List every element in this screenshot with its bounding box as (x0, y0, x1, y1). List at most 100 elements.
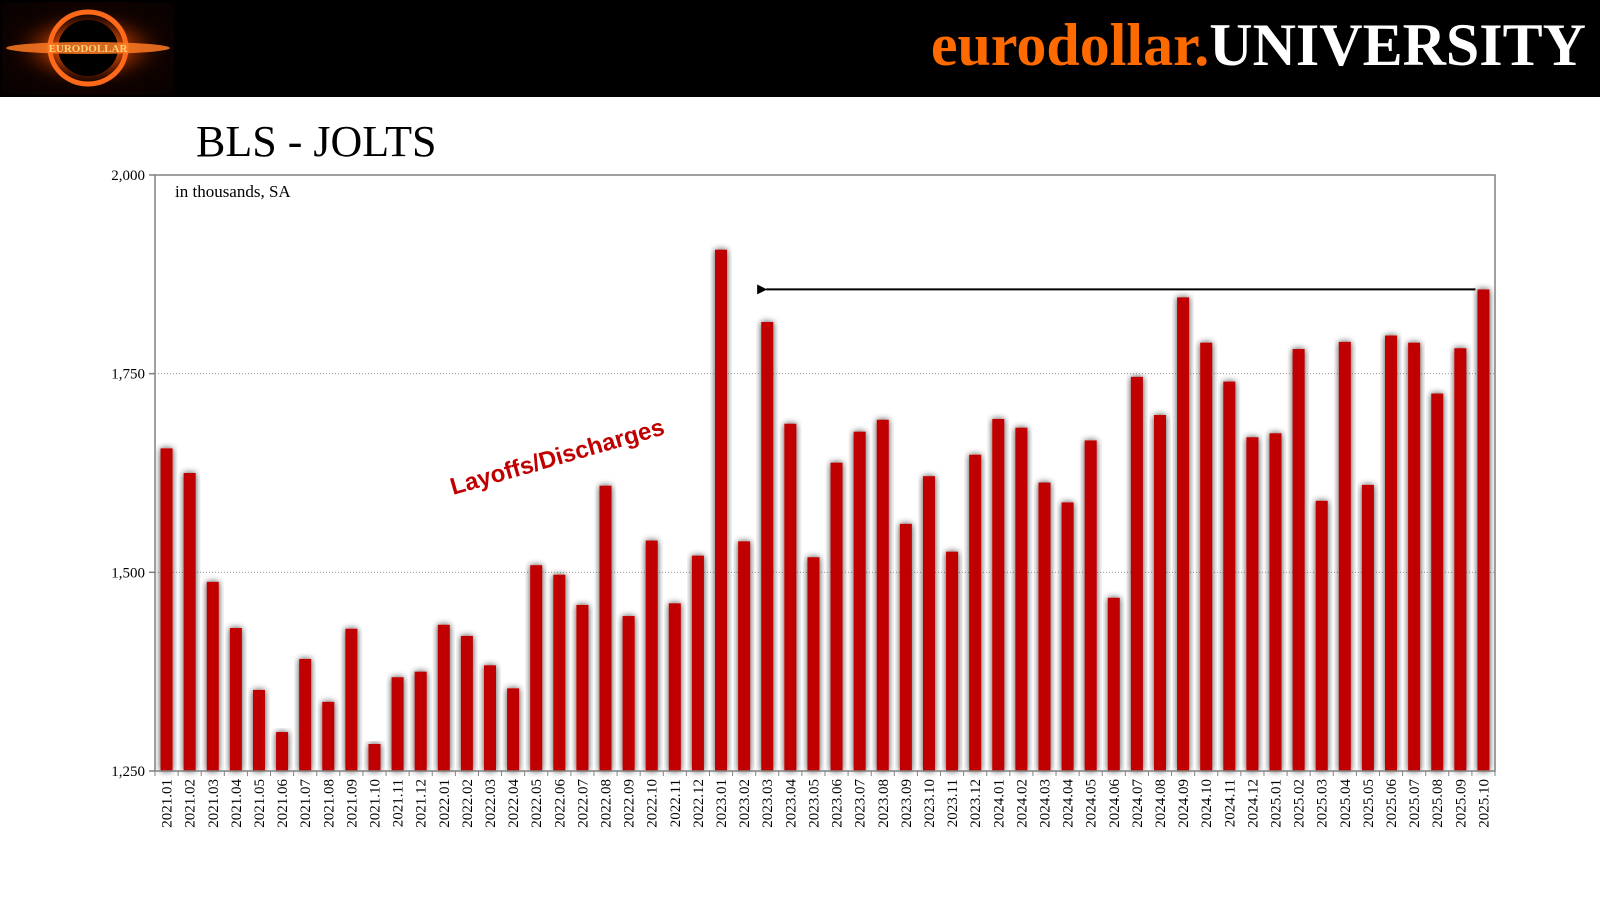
bar (414, 671, 427, 771)
x-tick-label: 2022.12 (691, 779, 707, 828)
brand-part-university: UNIVERSITY (1209, 12, 1586, 78)
x-tick-label: 2023.10 (922, 779, 938, 828)
bar (969, 454, 982, 771)
x-tick-label: 2021.07 (298, 779, 314, 828)
bar (992, 418, 1005, 771)
series-label: Layoffs/Discharges (447, 414, 667, 501)
x-tick-label: 2023.02 (737, 779, 753, 828)
x-tick-label: 2025.10 (1476, 779, 1492, 828)
bar (807, 557, 820, 771)
x-tick-label: 2021.12 (414, 779, 430, 828)
x-tick-label: 2024.03 (1037, 779, 1053, 828)
bar (1454, 348, 1467, 771)
x-tick-label: 2022.10 (645, 779, 661, 828)
x-tick-label: 2024.08 (1153, 779, 1169, 828)
x-tick-label: 2023.08 (876, 779, 892, 828)
bar (206, 581, 219, 771)
y-tick-label: 2,000 (111, 168, 145, 184)
x-tick-label: 2023.01 (714, 779, 730, 828)
bar (876, 419, 889, 771)
x-tick-label: 2022.05 (529, 779, 545, 828)
bar (1107, 597, 1120, 771)
x-tick-label: 2025.05 (1361, 779, 1377, 828)
x-tick-label: 2022.01 (437, 779, 453, 828)
x-tick-label: 2022.11 (668, 779, 684, 827)
x-tick-label: 2022.04 (506, 779, 522, 828)
bar (691, 555, 704, 771)
bar (229, 627, 242, 771)
x-tick-label: 2023.04 (783, 779, 799, 828)
x-tick-label: 2025.01 (1269, 779, 1285, 828)
bar (738, 541, 751, 771)
bar (1269, 433, 1282, 771)
bar (1200, 342, 1213, 771)
bar (507, 688, 520, 771)
bar (1061, 502, 1074, 771)
x-tick-label: 2022.02 (460, 779, 476, 828)
bar (946, 551, 959, 771)
bar (1246, 437, 1259, 771)
x-tick-label: 2023.03 (760, 779, 776, 828)
bar (1338, 341, 1351, 771)
bar (1315, 500, 1328, 771)
bar (668, 603, 681, 771)
x-tick-label: 2025.02 (1292, 779, 1308, 828)
bar (784, 423, 797, 771)
x-tick-label: 2024.12 (1245, 779, 1261, 828)
x-tick-label: 2025.04 (1338, 779, 1354, 828)
bar (1130, 376, 1143, 771)
bar (1292, 349, 1305, 771)
x-tick-label: 2022.07 (575, 779, 591, 828)
bar (922, 476, 935, 771)
x-tick-label: 2024.04 (1061, 779, 1077, 828)
x-tick-label: 2024.10 (1199, 779, 1215, 828)
x-tick-label: 2021.10 (367, 779, 383, 828)
x-tick-label: 2022.03 (483, 779, 499, 828)
bar (553, 574, 566, 771)
x-tick-label: 2025.03 (1315, 779, 1331, 828)
black-hole-logo-icon: EURODOLLAR (2, 2, 174, 95)
x-tick-label: 2023.12 (968, 779, 984, 828)
brand-part-eurodollar: eurodollar. (930, 12, 1210, 78)
bar (1361, 484, 1374, 771)
bar (252, 689, 265, 771)
x-tick-label: 2023.09 (899, 779, 915, 828)
x-tick-label: 2024.06 (1107, 779, 1123, 828)
x-tick-label: 2024.05 (1084, 779, 1100, 828)
x-tick-label: 2024.07 (1130, 779, 1146, 828)
x-tick-label: 2023.06 (830, 779, 846, 828)
bar (899, 523, 912, 771)
bar (1431, 393, 1444, 771)
bar (1177, 297, 1190, 771)
x-tick-label: 2021.02 (183, 779, 199, 828)
bar (576, 604, 589, 771)
x-tick-label: 2023.11 (945, 779, 961, 827)
x-tick-label: 2021.11 (391, 779, 407, 827)
bar (322, 701, 335, 771)
x-tick-label: 2024.09 (1176, 779, 1192, 828)
bar (1385, 335, 1398, 771)
bar (1477, 289, 1490, 771)
bar (391, 677, 404, 771)
x-tick-label: 2025.08 (1430, 779, 1446, 828)
x-tick-label: 2024.02 (1014, 779, 1030, 828)
y-tick-label: 1,500 (111, 565, 145, 581)
bar (1153, 414, 1167, 771)
bar (853, 431, 866, 771)
bar (183, 473, 196, 771)
bar (761, 322, 774, 771)
bar (368, 743, 381, 771)
x-tick-label: 2021.09 (344, 779, 360, 828)
x-tick-label: 2022.08 (599, 779, 615, 828)
x-tick-label: 2025.06 (1384, 779, 1400, 828)
bar (1015, 427, 1028, 771)
x-tick-label: 2023.05 (806, 779, 822, 828)
x-tick-label: 2021.08 (321, 779, 337, 828)
x-tick-label: 2024.11 (1222, 779, 1238, 827)
x-tick-label: 2021.04 (229, 779, 245, 828)
bar (1038, 482, 1051, 771)
bar (160, 448, 173, 771)
logo-text: EURODOLLAR (49, 43, 129, 55)
bar (437, 624, 450, 771)
